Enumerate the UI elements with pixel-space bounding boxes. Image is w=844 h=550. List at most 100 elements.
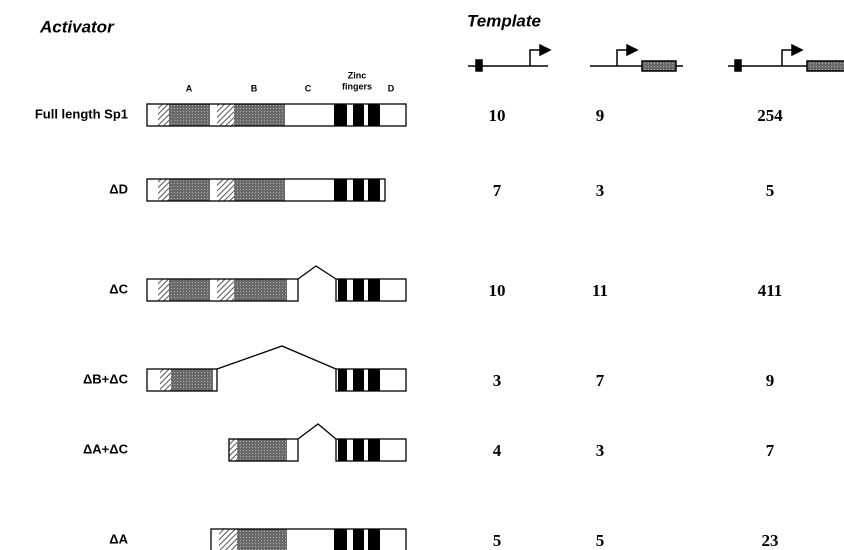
domain-segment (334, 179, 347, 201)
domain-segment (364, 179, 368, 201)
domain-segment (353, 179, 364, 201)
domain-segment (364, 279, 368, 301)
domain-segment (158, 104, 169, 126)
domain-label: A (186, 83, 193, 93)
domain-segment (338, 279, 347, 301)
domain-segment (368, 529, 380, 550)
activity-value: 3 (596, 441, 605, 460)
domain-segment (219, 529, 237, 550)
activity-value: 11 (592, 281, 608, 300)
domain-segment (368, 279, 380, 301)
domain-segment (353, 279, 364, 301)
domain-segment (368, 179, 380, 201)
domain-segment (347, 529, 353, 550)
domain-segment (147, 104, 158, 126)
domain-segment (158, 179, 169, 201)
construct-box (335, 368, 407, 392)
domain-segment (338, 369, 347, 391)
row-label: ΔB+ΔC (83, 371, 129, 386)
activity-value: 10 (489, 106, 506, 125)
domain-segment (368, 369, 380, 391)
domain-segment (334, 104, 347, 126)
domain-label: D (388, 83, 395, 93)
domain-segment (147, 369, 160, 391)
domain-segment (336, 369, 338, 391)
domain-label: Zinc (348, 70, 367, 80)
domain-segment (334, 529, 347, 550)
activity-value: 4 (493, 441, 502, 460)
domain-label: C (305, 83, 312, 93)
domain-segment (217, 104, 234, 126)
domain-segment (336, 279, 338, 301)
domain-segment (210, 279, 217, 301)
domain-segment (234, 279, 287, 301)
domain-segment (364, 369, 368, 391)
row-label: Full length Sp1 (35, 106, 128, 121)
domain-segment (234, 179, 285, 201)
domain-label: fingers (342, 81, 372, 91)
domain-segment (364, 439, 368, 461)
domain-segment (287, 279, 298, 301)
row-label: ΔA (109, 531, 128, 546)
domain-segment (380, 104, 406, 126)
domain-segment (210, 104, 217, 126)
domain-segment (380, 279, 406, 301)
domain-segment (169, 179, 210, 201)
domain-segment (364, 529, 368, 550)
domain-segment (213, 369, 217, 391)
domain-segment (160, 369, 171, 391)
domain-segment (171, 369, 213, 391)
domain-segment (347, 104, 353, 126)
domain-segment (287, 439, 298, 461)
domain-segment (211, 529, 219, 550)
row-label: ΔA+ΔC (83, 441, 129, 456)
domain-segment (147, 279, 158, 301)
activity-value: 5 (596, 531, 605, 550)
row-label: ΔD (109, 181, 128, 196)
activity-value: 5 (493, 531, 502, 550)
template-header: Template (467, 11, 541, 30)
activator-header: Activator (39, 17, 115, 36)
domain-label: B (251, 83, 258, 93)
domain-segment (347, 369, 353, 391)
domain-segment (380, 529, 406, 550)
domain-segment (353, 104, 364, 126)
domain-segment (229, 439, 237, 461)
template-icons (468, 43, 844, 72)
domain-segment (353, 369, 364, 391)
construct-box (146, 368, 218, 392)
activity-value: 23 (762, 531, 779, 550)
deletion-line (297, 423, 337, 440)
deletion-line (216, 345, 337, 370)
activity-value: 411 (758, 281, 783, 300)
domain-segment (158, 279, 169, 301)
domain-segment (353, 529, 364, 550)
domain-segment (336, 439, 338, 461)
construct-box (335, 278, 407, 302)
domain-segment (210, 179, 217, 201)
domain-segment (147, 179, 158, 201)
domain-segment (287, 529, 334, 550)
domain-segment (347, 179, 353, 201)
domain-segment (380, 179, 385, 201)
activity-value: 7 (596, 371, 605, 390)
domain-segment (169, 104, 210, 126)
construct-box (210, 528, 407, 550)
activity-value: 3 (493, 371, 502, 390)
activity-value: 10 (489, 281, 506, 300)
domain-segment (347, 279, 353, 301)
domain-segment (237, 529, 287, 550)
domain-segment (285, 104, 334, 126)
domain-segment (368, 439, 380, 461)
domain-segment (169, 279, 210, 301)
domain-segment (234, 104, 285, 126)
deletion-line (297, 265, 337, 280)
domain-segment (285, 179, 334, 201)
construct-box (146, 278, 299, 302)
activity-value: 3 (596, 181, 605, 200)
construct-box (335, 438, 407, 462)
domain-segment (380, 439, 406, 461)
construct-box (228, 438, 299, 462)
domain-segment (364, 104, 368, 126)
